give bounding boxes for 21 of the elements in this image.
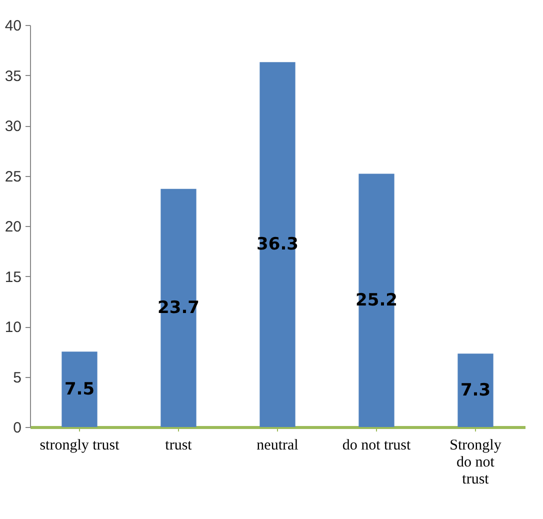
x-tick-label: trust — [165, 438, 193, 454]
bar — [358, 174, 394, 427]
y-tick-label: 15 — [4, 268, 22, 286]
bar — [260, 62, 296, 427]
y-tick-label: 10 — [4, 319, 22, 336]
x-tick-label: strongly trust — [40, 438, 120, 454]
y-tick-label: 20 — [4, 218, 22, 236]
bar — [160, 188, 196, 427]
y-tick-label: 5 — [13, 369, 22, 386]
bar — [458, 354, 494, 427]
x-tick-label: Strongly do not trust — [450, 438, 502, 488]
y-tick-label: 40 — [4, 18, 22, 34]
y-tick-label: 30 — [4, 118, 22, 135]
y-tick-label: 0 — [13, 420, 22, 436]
data-label: 7.5 — [64, 379, 95, 400]
bar — [62, 352, 98, 427]
x-tick-label: neutral — [256, 438, 298, 454]
x-tick-label: do not trust — [342, 438, 412, 454]
data-label: 7.3 — [460, 380, 491, 400]
y-tick-label: 25 — [4, 168, 22, 186]
y-tick-label: 35 — [4, 68, 22, 85]
